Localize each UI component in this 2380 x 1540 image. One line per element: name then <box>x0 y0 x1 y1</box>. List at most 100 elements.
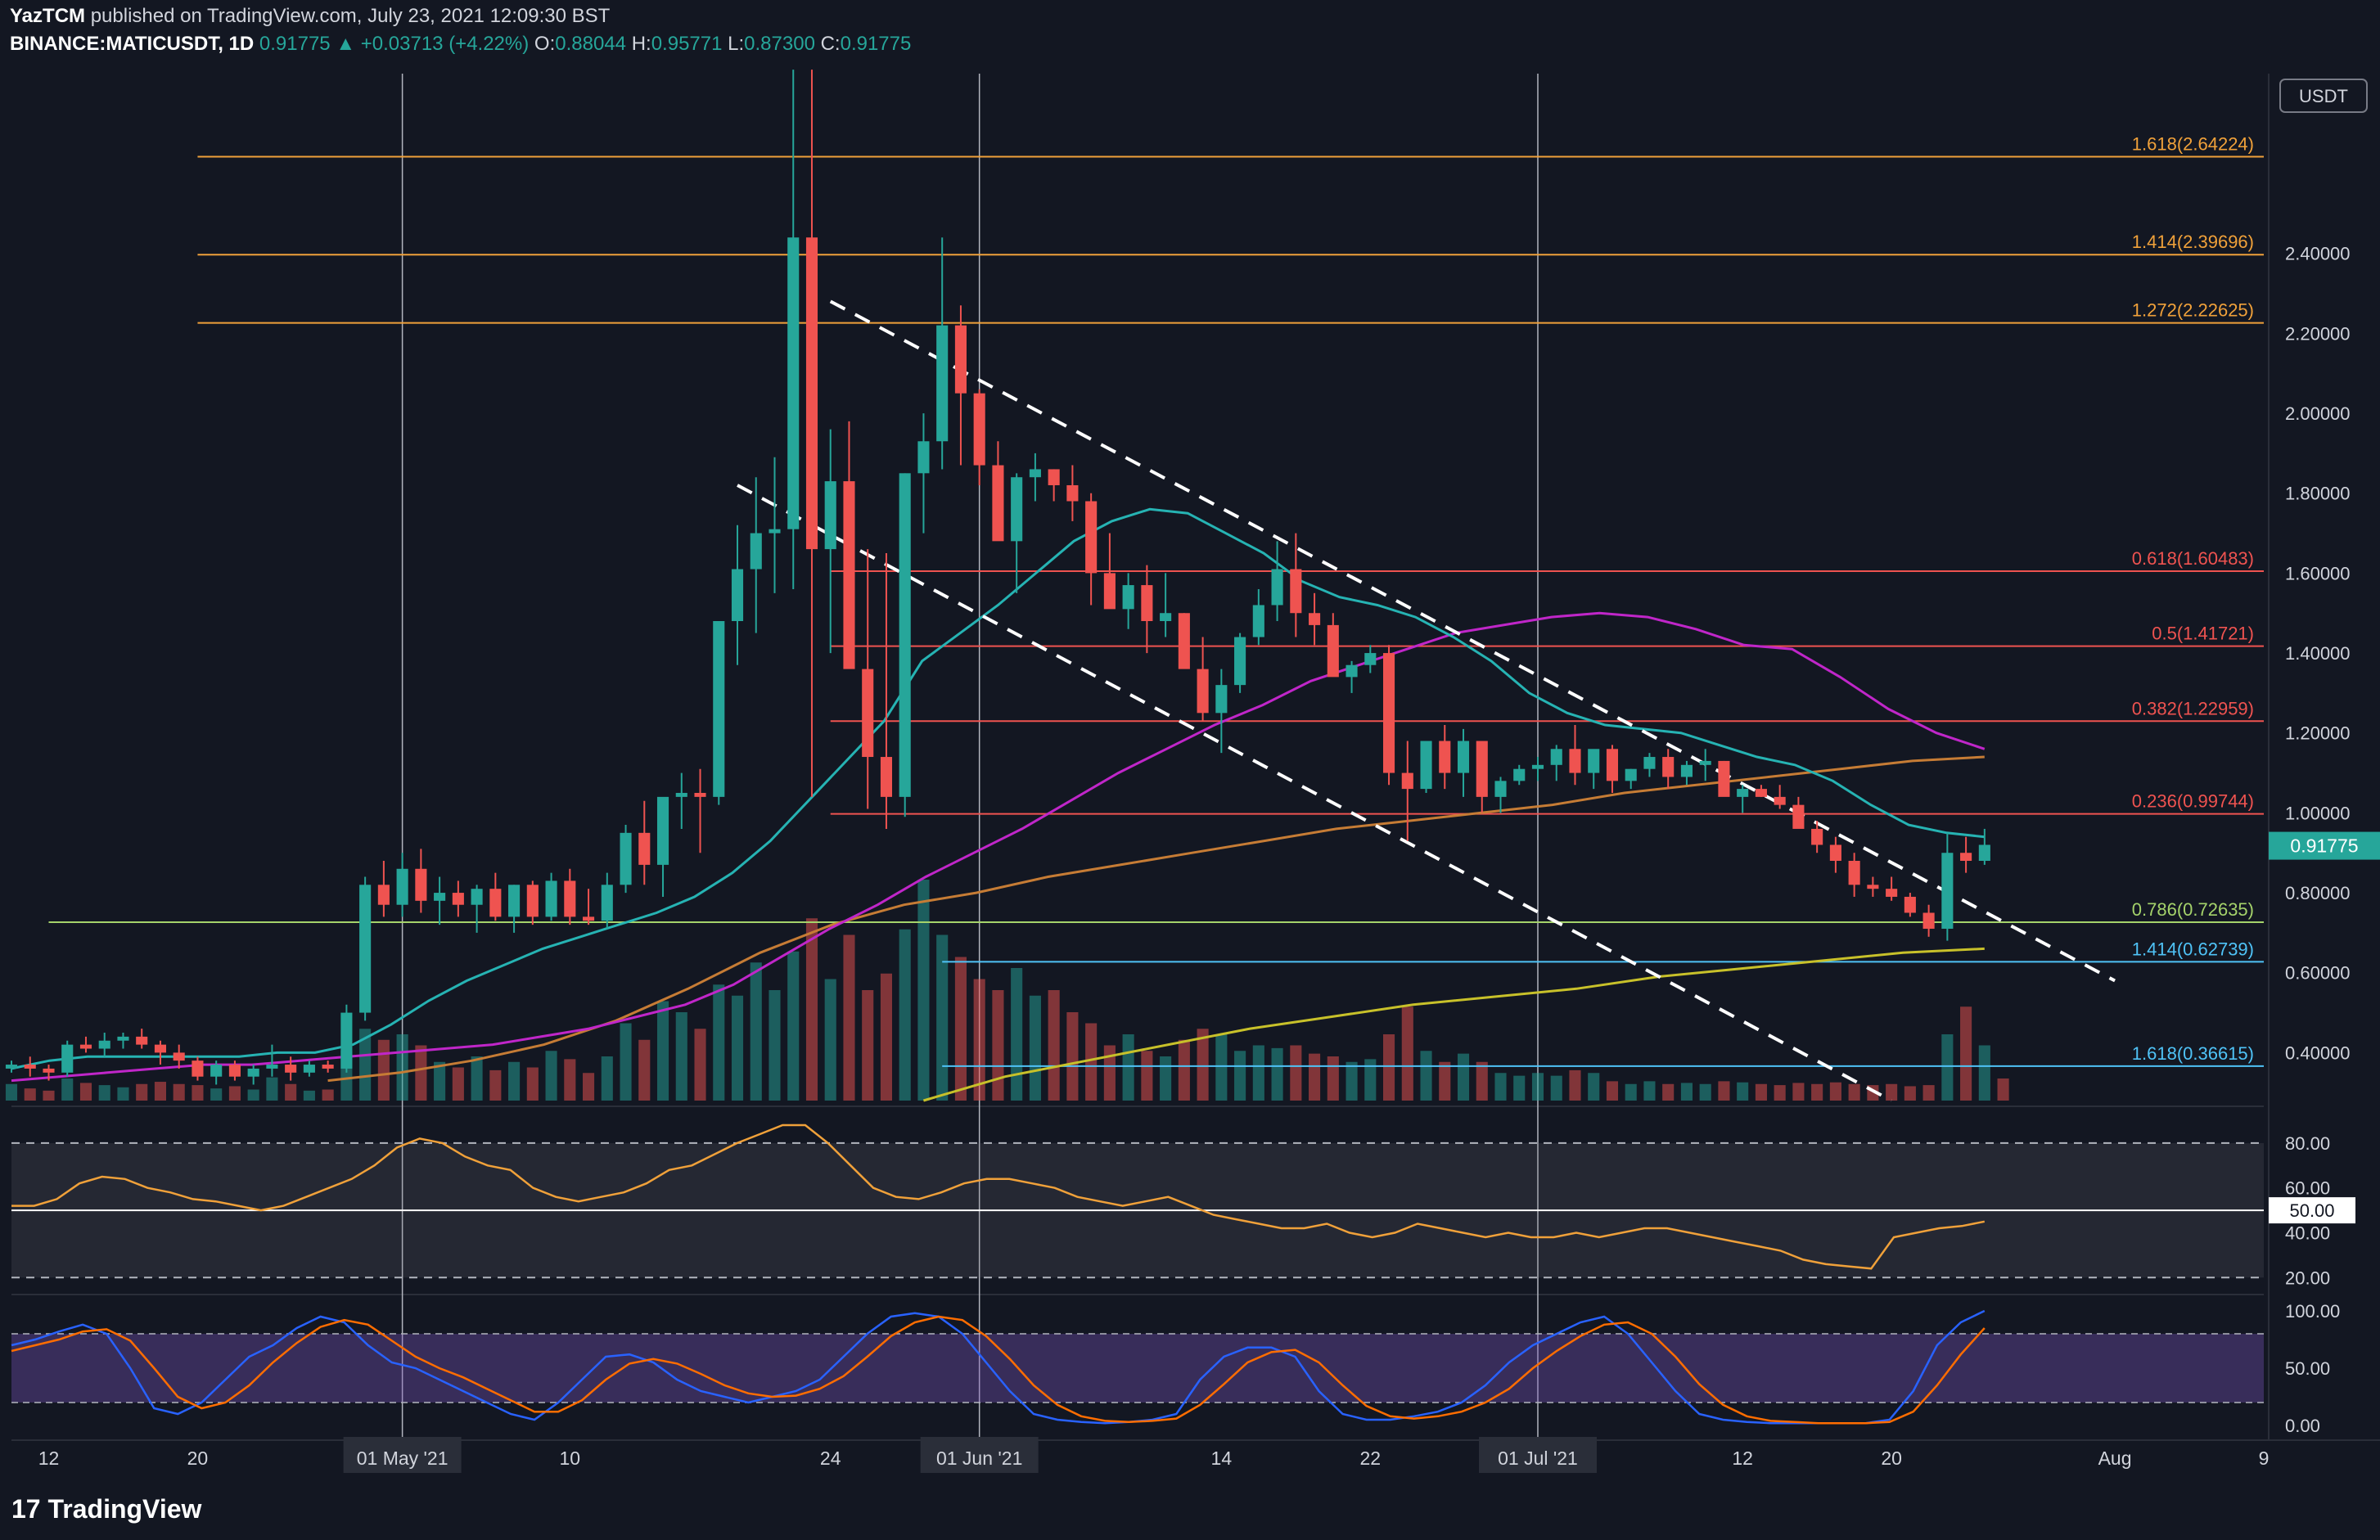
candle-body <box>1141 585 1153 622</box>
candle-body <box>526 885 539 917</box>
candle-body <box>1718 760 1730 797</box>
candle-body <box>992 465 1004 542</box>
fib-level-label: 1.414(2.39696) <box>2132 232 2254 252</box>
fib-level-label: 0.786(0.72635) <box>2132 899 2254 920</box>
volume-bar <box>5 1083 18 1101</box>
volume-bar <box>1309 1053 1321 1101</box>
price-tick-label: 2.20000 <box>2285 323 2351 344</box>
candle-body <box>1625 768 1637 781</box>
candle-body <box>1737 789 1749 797</box>
candle-body <box>210 1065 223 1077</box>
candle-body <box>61 1044 74 1073</box>
volume-bar <box>1439 1061 1451 1101</box>
candle-body <box>1960 853 1972 862</box>
volume-bar <box>98 1085 110 1101</box>
volume-bar <box>973 979 985 1101</box>
volume-bar <box>769 990 781 1101</box>
volume-bar <box>713 984 725 1101</box>
candle-body <box>638 832 651 865</box>
volume-bar <box>1085 1023 1098 1101</box>
volume-bar <box>638 1039 651 1101</box>
time-tick-label: 01 May '21 <box>357 1448 449 1469</box>
currency-button <box>2279 79 2368 113</box>
candle-body <box>79 1044 92 1049</box>
volume-bar <box>24 1088 36 1101</box>
volume-bar <box>1792 1083 1805 1101</box>
candle-body <box>471 889 483 905</box>
fib-level-label: 1.618(0.36615) <box>2132 1043 2254 1064</box>
time-marker-box <box>920 1437 1039 1473</box>
candle-body <box>1252 605 1264 637</box>
candle-body <box>1755 789 1767 797</box>
currency-label: USDT <box>2299 86 2348 106</box>
volume-bar <box>880 973 893 1101</box>
volume-bar <box>1290 1045 1302 1101</box>
volume-bar <box>656 1001 669 1101</box>
candle-body <box>1085 501 1098 574</box>
rsi-tick-label: 60.00 <box>2285 1178 2330 1199</box>
candle-body <box>1364 653 1377 665</box>
candle-body <box>843 481 855 669</box>
volume-bar <box>452 1067 464 1101</box>
volume-bar <box>79 1083 92 1101</box>
volume-bar <box>862 990 874 1101</box>
candle-body <box>545 880 557 917</box>
volume-bar <box>415 1045 427 1101</box>
volume-bar <box>1494 1073 1507 1101</box>
volume-bar <box>787 951 800 1101</box>
volume-bar <box>1829 1082 1841 1101</box>
candle-body <box>5 1065 18 1069</box>
ma50-line <box>11 611 1986 1083</box>
ma100-line <box>327 755 1985 1083</box>
volume-bar <box>1606 1081 1619 1101</box>
volume-bar <box>1699 1083 1711 1101</box>
volume-bar <box>1346 1061 1358 1101</box>
stoch-d-line <box>11 1315 1986 1425</box>
volume-bar <box>1215 1034 1228 1101</box>
brand-logo[interactable]: 17 TradingView <box>11 1494 201 1524</box>
candle-body <box>862 669 874 758</box>
candle-body <box>1457 741 1470 773</box>
candle-body <box>1904 896 1916 913</box>
candle-body <box>1886 889 1898 897</box>
candle-body <box>434 893 446 901</box>
candle-body <box>675 792 687 797</box>
candle-body <box>1382 653 1395 773</box>
candle-body <box>489 889 502 917</box>
candle-body <box>1941 853 1954 930</box>
close-label: C: <box>820 33 841 55</box>
symbol-label[interactable]: BINANCE:MATICUSDT, 1D <box>10 33 255 55</box>
candle-body <box>1588 749 1600 773</box>
volume-bar <box>1922 1085 1935 1101</box>
volume-bar <box>228 1086 241 1101</box>
price-tick-label: 1.00000 <box>2285 803 2351 823</box>
channel-trendline <box>829 299 2116 983</box>
author-name[interactable]: YazTCM <box>10 5 86 27</box>
candle-body <box>787 237 800 529</box>
fib-level-label: 0.5(1.41721) <box>2152 624 2254 644</box>
candle-body <box>936 325 949 442</box>
price-tick-label: 0.60000 <box>2285 963 2351 984</box>
candle-body <box>769 529 781 534</box>
candle-body <box>1439 741 1451 773</box>
volume-bar <box>1755 1083 1767 1101</box>
volume-bar <box>1774 1085 1786 1101</box>
fib-level-label: 0.618(1.60483) <box>2132 548 2254 569</box>
time-tick-label: 12 <box>38 1448 60 1469</box>
candle-body <box>377 885 390 905</box>
candle-body <box>192 1060 204 1077</box>
volume-bar <box>805 918 818 1101</box>
volume-bar <box>43 1090 55 1101</box>
time-marker-box <box>343 1437 462 1473</box>
volume-bar <box>1420 1051 1432 1101</box>
candle-body <box>954 325 967 394</box>
volume-bar <box>1103 1045 1116 1101</box>
volume-bar <box>526 1067 539 1101</box>
volume-bar <box>917 880 930 1101</box>
candle-body <box>1346 664 1358 678</box>
stoch-tick-label: 0.00 <box>2285 1416 2320 1436</box>
candle-body <box>24 1065 36 1069</box>
candle-body <box>1643 757 1656 769</box>
volume-bar <box>601 1056 613 1101</box>
